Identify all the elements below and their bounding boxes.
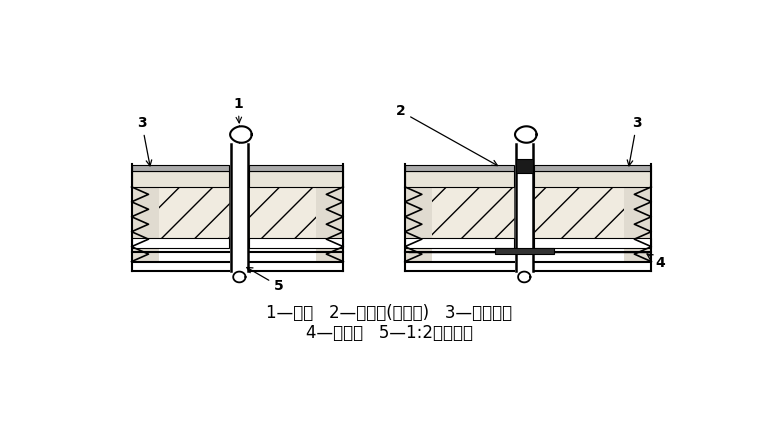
Bar (249, 172, 344, 187)
Bar (131, 187, 230, 238)
Text: 2: 2 (396, 104, 498, 166)
Bar (131, 172, 230, 187)
Polygon shape (233, 272, 245, 282)
Text: 4: 4 (647, 254, 665, 270)
Bar (249, 187, 344, 238)
Bar (405, 172, 515, 187)
Bar (534, 187, 651, 238)
Bar (231, 144, 248, 275)
Text: 3: 3 (137, 116, 152, 166)
Bar (495, 249, 553, 254)
Text: 4—止水带   5—1:2水泥砂浆: 4—止水带 5—1:2水泥砂浆 (306, 324, 473, 342)
Bar (625, 187, 651, 262)
Polygon shape (230, 126, 252, 143)
Bar (131, 165, 230, 172)
Bar (534, 238, 651, 249)
Bar (405, 238, 515, 249)
Polygon shape (518, 272, 530, 282)
Bar (405, 187, 515, 238)
Bar (249, 165, 344, 172)
Bar (516, 159, 533, 173)
Polygon shape (515, 126, 537, 143)
Bar (316, 187, 344, 262)
Text: 3: 3 (627, 116, 641, 166)
Text: 1—面层   2—找平层(防水层)   3—密封材料: 1—面层 2—找平层(防水层) 3—密封材料 (267, 304, 512, 322)
Text: 1: 1 (233, 97, 243, 123)
Text: 5: 5 (247, 268, 283, 293)
Bar (534, 172, 651, 187)
Bar (131, 187, 159, 262)
Bar (405, 165, 515, 172)
Bar (131, 238, 230, 249)
Bar (405, 187, 432, 262)
Bar (249, 238, 344, 249)
Bar (534, 165, 651, 172)
Bar (516, 144, 533, 275)
